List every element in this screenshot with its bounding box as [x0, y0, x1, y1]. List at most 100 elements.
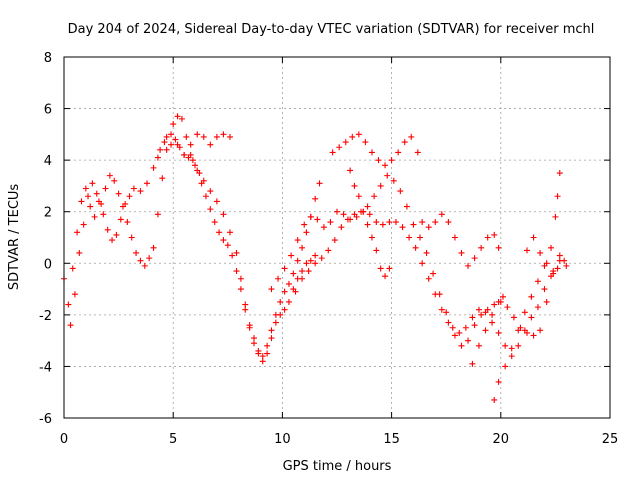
data-point	[419, 219, 426, 226]
data-point	[104, 226, 111, 233]
y-tick-label: -2	[39, 309, 52, 324]
data-point	[419, 260, 426, 267]
data-point	[157, 146, 164, 153]
data-point	[528, 293, 535, 300]
data-point	[242, 301, 249, 308]
data-point	[342, 139, 349, 146]
data-point	[301, 221, 308, 228]
data-point	[143, 180, 150, 187]
data-point	[299, 244, 306, 251]
data-point	[192, 162, 199, 169]
data-point	[307, 213, 314, 220]
data-point	[416, 234, 423, 241]
data-point	[312, 195, 319, 202]
y-tick-label: -4	[39, 360, 52, 375]
data-point	[373, 247, 380, 254]
data-point	[299, 268, 306, 275]
data-point	[351, 182, 358, 189]
data-point	[71, 291, 78, 298]
data-point	[170, 121, 177, 128]
data-point	[117, 216, 124, 223]
data-point	[510, 314, 517, 321]
data-point	[102, 185, 109, 192]
data-point	[491, 301, 498, 308]
plot-frame	[63, 56, 611, 419]
data-point	[124, 219, 131, 226]
data-point	[475, 342, 482, 349]
data-point	[386, 219, 393, 226]
data-point	[537, 249, 544, 256]
data-point	[502, 363, 509, 370]
y-tick-label: 4	[44, 154, 52, 169]
data-point	[541, 286, 548, 293]
data-point	[495, 244, 502, 251]
data-point	[491, 231, 498, 238]
data-point	[168, 141, 175, 148]
data-point	[524, 247, 531, 254]
data-point	[126, 193, 133, 200]
data-point	[233, 268, 240, 275]
data-point	[366, 211, 373, 218]
data-point	[174, 141, 181, 148]
data-point	[65, 301, 72, 308]
series-5	[292, 172, 568, 360]
data-point	[89, 180, 96, 187]
data-point	[220, 131, 227, 138]
data-point	[364, 203, 371, 210]
data-point	[456, 329, 463, 336]
data-point	[543, 298, 550, 305]
data-point	[281, 288, 288, 295]
data-point	[85, 193, 92, 200]
data-point	[360, 208, 367, 215]
data-point	[168, 131, 175, 138]
data-point	[445, 319, 452, 326]
data-point	[465, 262, 472, 269]
data-point	[216, 229, 223, 236]
data-point	[489, 311, 496, 318]
y-tick-label: 6	[44, 103, 52, 118]
data-point	[504, 304, 511, 311]
data-point	[458, 249, 465, 256]
data-point	[226, 229, 233, 236]
data-point	[100, 211, 107, 218]
data-point	[403, 203, 410, 210]
data-point	[445, 219, 452, 226]
data-point	[109, 237, 116, 244]
data-point	[211, 219, 218, 226]
data-point	[543, 260, 550, 267]
data-point	[471, 322, 478, 329]
data-point	[491, 396, 498, 403]
data-point	[194, 167, 201, 174]
data-point	[425, 224, 432, 231]
data-point	[318, 255, 325, 262]
data-point	[224, 242, 231, 249]
data-point	[449, 324, 456, 331]
series-9	[469, 170, 570, 403]
data-point	[133, 249, 140, 256]
data-point	[220, 211, 227, 218]
y-tick-label: 8	[44, 51, 52, 66]
data-point	[233, 249, 240, 256]
data-point	[172, 136, 179, 143]
data-point	[255, 350, 262, 357]
data-point	[183, 133, 190, 140]
data-point	[314, 216, 321, 223]
data-point	[91, 213, 98, 220]
data-point	[187, 141, 194, 148]
series-8	[419, 211, 502, 269]
data-point	[482, 309, 489, 316]
data-point	[386, 265, 393, 272]
data-point	[478, 244, 485, 251]
data-point	[534, 304, 541, 311]
data-point	[194, 131, 201, 138]
data-point	[379, 221, 386, 228]
data-point	[272, 319, 279, 326]
data-point	[556, 170, 563, 177]
data-point	[554, 265, 561, 272]
data-point	[528, 314, 535, 321]
data-point	[364, 221, 371, 228]
data-point	[163, 146, 170, 153]
data-point	[325, 247, 332, 254]
data-point	[355, 131, 362, 138]
